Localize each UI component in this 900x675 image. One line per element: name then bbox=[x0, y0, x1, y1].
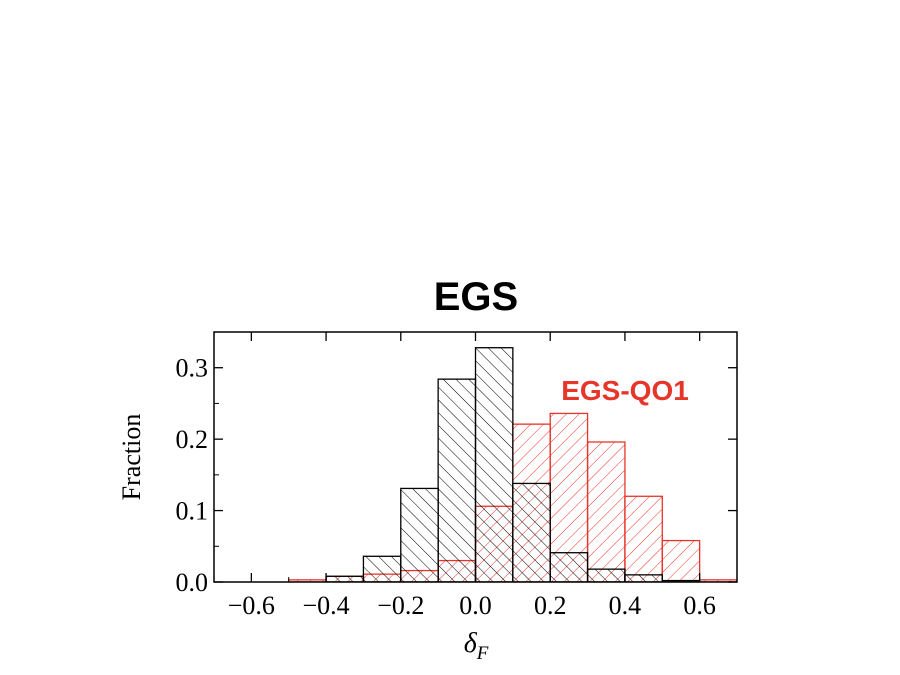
bar-egs-5 bbox=[474, 347, 514, 582]
chart-title: EGS bbox=[434, 275, 518, 319]
bar-egs-8 bbox=[586, 568, 626, 582]
x-tick-label-4: 0.2 bbox=[534, 591, 567, 620]
bar-egs-6 bbox=[512, 482, 551, 582]
x-tick-label-0: −0.6 bbox=[228, 591, 275, 620]
bar-egs-1 bbox=[325, 575, 365, 582]
x-tick-label-1: −0.4 bbox=[302, 591, 349, 620]
x-tick-label-3: 0.0 bbox=[459, 591, 492, 620]
bar-egs-9 bbox=[624, 574, 663, 582]
x-axis-label-subscript: F bbox=[476, 643, 489, 664]
ticks-layer: −0.6 −0.4 −0.2 0.0 0.2 0.4 0.6 0.0 0.1 0.2 0.3 bbox=[176, 331, 738, 620]
x-axis-label-main: δ bbox=[464, 628, 478, 659]
y-axis-label: Fraction bbox=[117, 414, 146, 501]
x-axis-label: δF bbox=[464, 628, 489, 664]
y-tick-label-2: 0.2 bbox=[176, 425, 209, 454]
bar-egs-4 bbox=[437, 378, 477, 582]
y-tick-label-0: 0.0 bbox=[176, 568, 209, 597]
bar-egs-3 bbox=[400, 487, 439, 582]
bars-layer bbox=[288, 347, 737, 582]
x-tick-label-5: 0.4 bbox=[609, 591, 642, 620]
x-tick-label-6: 0.6 bbox=[683, 591, 716, 620]
y-tick-label-1: 0.1 bbox=[176, 497, 209, 526]
bar-egs-qo1-8 bbox=[586, 441, 626, 582]
bar-egs-qo1-9 bbox=[624, 495, 663, 582]
series-label-egs-qo1: EGS-QO1 bbox=[561, 375, 689, 406]
y-tick-label-3: 0.3 bbox=[176, 354, 209, 383]
x-tick-label-2: −0.2 bbox=[377, 591, 424, 620]
bar-egs-qo1-10 bbox=[661, 539, 701, 582]
bar-egs-7 bbox=[549, 552, 589, 582]
bar-egs-2 bbox=[362, 555, 402, 582]
